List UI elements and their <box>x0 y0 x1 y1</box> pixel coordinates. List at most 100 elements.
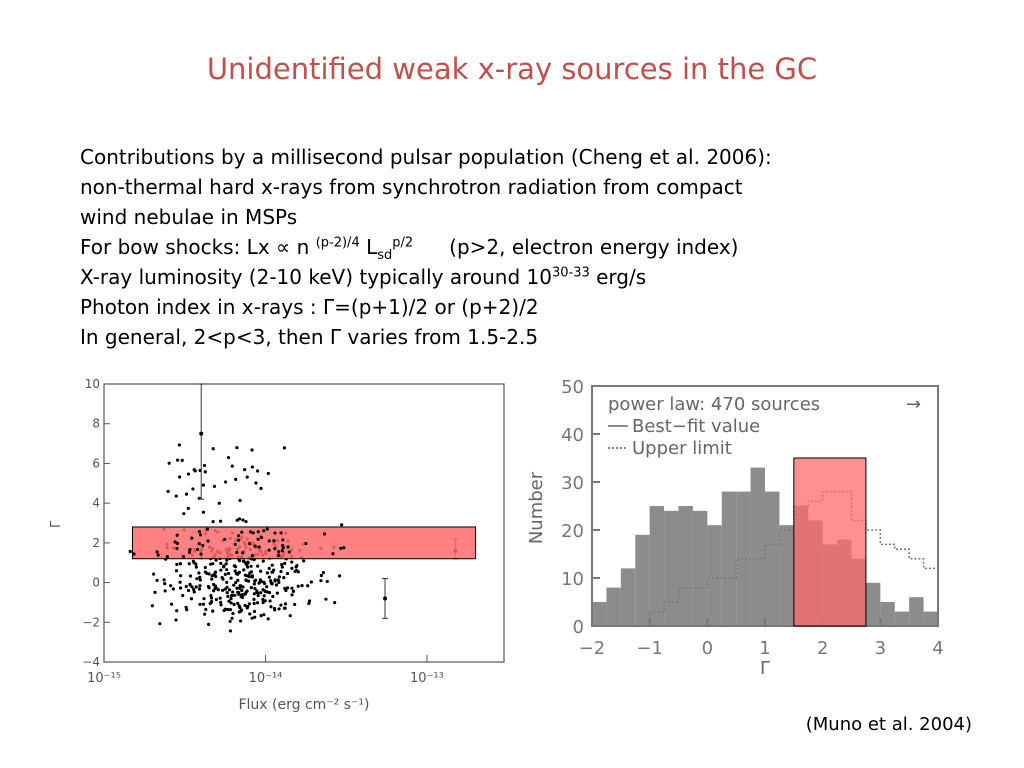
scatter-point <box>234 580 238 585</box>
scatter-point <box>250 448 254 452</box>
scatter-point <box>277 607 281 611</box>
histogram-y-tick-label: 40 <box>561 425 584 446</box>
scatter-point <box>153 590 157 594</box>
scatter-point <box>290 560 294 564</box>
scatter-point <box>286 586 290 590</box>
histogram-bars <box>592 467 938 626</box>
scatter-x-ticks: 10⁻¹⁵ 10⁻¹⁴ 10⁻¹³ <box>87 655 444 686</box>
scatter-point <box>152 572 156 576</box>
scatter-point <box>192 590 196 594</box>
scatter-point <box>277 575 281 579</box>
scatter-plot: 10 8 6 4 2 0 −2 −4 10⁻¹⁵ 10⁻¹⁴ 10⁻¹³ Γ Flux (erg … <box>49 378 505 713</box>
scatter-point <box>243 603 247 608</box>
scatter-point <box>277 553 281 557</box>
histogram-y-ticks: 50 40 30 20 10 0 <box>561 378 600 638</box>
scatter-point <box>209 601 213 605</box>
scatter-point <box>262 613 266 617</box>
scatter-point <box>202 597 206 601</box>
scatter-point <box>233 593 237 597</box>
scatter-point <box>178 562 182 566</box>
scatter-point <box>156 553 160 557</box>
scatter-point <box>230 616 234 620</box>
scatter-point <box>302 559 306 563</box>
scatter-point <box>211 562 215 566</box>
scatter-point <box>224 562 228 566</box>
scatter-y-label: Γ <box>49 520 64 528</box>
scatter-point <box>263 590 268 594</box>
scatter-point <box>271 594 275 599</box>
scatter-point <box>217 501 221 505</box>
scatter-point <box>238 498 242 503</box>
scatter-point <box>234 477 238 481</box>
scatter-point <box>309 580 313 584</box>
scatter-point <box>247 542 252 546</box>
scatter-point <box>220 575 224 580</box>
scatter-point <box>186 472 191 476</box>
scatter-point <box>181 593 185 598</box>
scatter-point <box>202 463 207 468</box>
scatter-point <box>282 576 286 580</box>
text-line-7: In general, 2<p<3, then Γ varies from 1.… <box>80 325 539 349</box>
scatter-point <box>237 610 241 614</box>
slide-title: Unidentified weak x-ray sources in the G… <box>206 52 818 86</box>
subscript-sd: sd <box>377 248 393 263</box>
histogram-x-tick-label: 0 <box>702 638 713 659</box>
scatter-point <box>293 602 297 607</box>
scatter-error-bars <box>198 383 459 619</box>
scatter-point <box>255 469 260 473</box>
scatter-point <box>223 587 227 591</box>
scatter-point <box>227 599 231 603</box>
scatter-point <box>218 519 223 523</box>
scatter-point <box>267 548 271 552</box>
scatter-point <box>187 562 191 566</box>
legend-best-fit: Best−fit value <box>632 416 760 437</box>
scatter-point <box>259 579 264 584</box>
scatter-point <box>237 590 241 595</box>
histogram-bar <box>606 587 621 626</box>
histogram-y-tick-label: 10 <box>561 569 584 590</box>
scatter-point <box>223 607 227 611</box>
scatter-point <box>180 458 184 462</box>
scatter-point <box>277 550 281 554</box>
scatter-point <box>155 550 159 554</box>
scatter-point <box>163 589 167 593</box>
scatter-point <box>165 555 169 559</box>
scatter-point <box>267 539 271 543</box>
scatter-point <box>321 571 326 575</box>
scatter-point <box>249 564 253 568</box>
scatter-point <box>324 597 328 601</box>
scatter-point <box>198 578 202 582</box>
scatter-point <box>256 537 260 541</box>
scatter-point <box>322 532 327 536</box>
scatter-y-tick-label: −4 <box>82 655 100 669</box>
scatter-point <box>261 559 265 563</box>
bow-shock-formula-b: L <box>359 235 378 259</box>
scatter-point <box>265 571 269 575</box>
scatter-point <box>162 578 166 582</box>
scatter-point <box>279 531 283 535</box>
scatter-point <box>228 608 233 612</box>
scatter-point <box>283 561 287 565</box>
scatter-point <box>306 584 310 588</box>
scatter-point <box>192 587 196 592</box>
scatter-point <box>225 568 229 572</box>
scatter-point <box>253 544 257 548</box>
scatter-y-tick-label: −2 <box>82 615 100 629</box>
scatter-point <box>174 569 179 573</box>
scatter-point <box>270 570 274 574</box>
scatter-point <box>283 602 288 606</box>
scatter-point <box>268 599 272 603</box>
scatter-x-tick-label: 10⁻¹³ <box>410 671 444 686</box>
histogram-x-tick-label: 3 <box>875 638 886 659</box>
scatter-point <box>226 594 230 598</box>
scatter-point <box>214 574 218 579</box>
scatter-point <box>243 573 247 577</box>
scatter-point <box>247 602 251 606</box>
scatter-point <box>199 552 203 556</box>
scatter-point <box>252 582 256 586</box>
scatter-point <box>338 574 342 578</box>
histogram-x-ticks: −2 −1 0 1 2 3 4 <box>579 618 944 659</box>
scatter-point <box>195 577 199 581</box>
scatter-point <box>296 584 300 588</box>
scatter-point <box>210 577 214 581</box>
